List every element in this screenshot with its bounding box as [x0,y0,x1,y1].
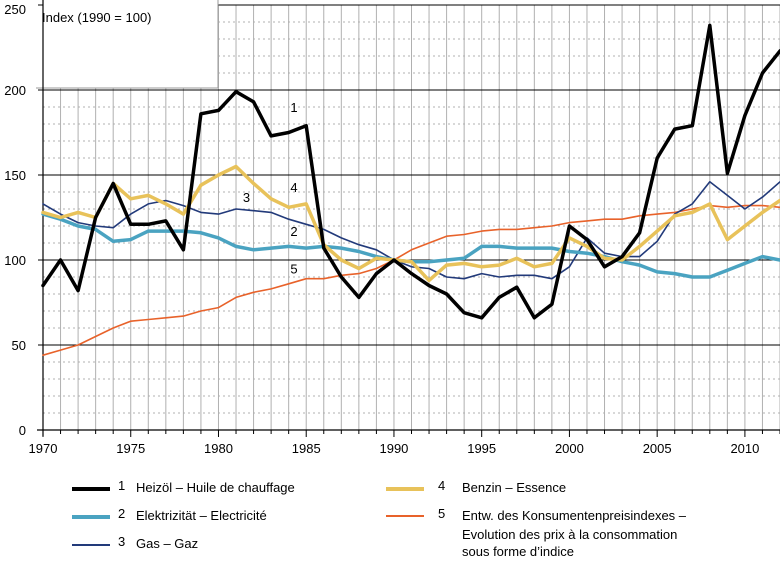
series-label-2: 2 [290,224,297,239]
legend-label-heizoel: Heizöl – Huile de chauffage [136,480,295,495]
series-line-4 [41,164,780,283]
index-note-background [36,0,218,88]
series-label-3: 3 [243,190,250,205]
x-tick-label: 1995 [467,441,496,456]
index-note-box: Index (1990 = 100) [36,0,219,89]
y-tick-label: 0 [19,423,26,438]
line-labels: 1 2 3 4 5 [243,100,298,277]
legend-swatch-elektrizitaet [72,515,110,519]
y-tick-label: 250 [4,2,26,17]
legend-label-elektrizitaet: Elektrizität – Electricité [136,508,267,523]
legend-swatch-benzin [386,487,424,491]
legend-label-benzin: Benzin – Essence [462,480,567,495]
y-tick-label: 150 [4,168,26,183]
legend-label-konsumentenpreis-line1: Entw. des Konsumentenpreisindexes – [462,508,687,523]
series-line-1 [41,23,780,320]
x-tick-label: 1985 [292,441,321,456]
y-tick-label: 200 [4,83,26,98]
series-line-3 [42,181,780,280]
legend-number-2: 2 [118,506,126,521]
legend-number-1: 1 [118,478,126,493]
x-tick-label: 2000 [555,441,584,456]
legend-number-5: 5 [438,506,446,521]
legend-label-gas: Gas – Gaz [136,536,199,551]
legend-swatch-heizoel [72,487,110,491]
series-label-1: 1 [290,100,297,115]
x-tick-label: 2005 [643,441,672,456]
y-tick-label: 50 [12,338,26,353]
series-label-4: 4 [290,180,297,195]
line-chart: Index (1990 = 100) 0 50 100 150 200 250 1970 19… [4,0,780,456]
legend-number-3: 3 [118,534,126,549]
legend-swatch-gas [72,544,110,546]
series-lines [41,23,780,357]
legend: 1 Heizöl – Huile de chauffage 2 Elektriz… [0,470,780,559]
axes: 0 50 100 150 200 250 1970 1975 1980 1985 1990 1995 2… [4,0,780,456]
x-tick-label: 1970 [29,441,58,456]
series-line-5 [42,204,780,357]
x-tick-label: 1975 [116,441,145,456]
x-tick-label: 2010 [730,441,759,456]
legend-number-4: 4 [438,478,446,493]
index-note-text: Index (1990 = 100) [42,10,152,25]
x-tick-label: 1980 [204,441,233,456]
y-tick-label: 100 [4,253,26,268]
legend-label-konsumentenpreis-line2: Evolution des prix à la consommation [462,527,678,542]
x-tick-label: 1990 [379,441,408,456]
series-label-5: 5 [290,262,297,277]
legend-swatch-konsumentenpreis [386,515,424,517]
legend-label-konsumentenpreis-line3: sous forme d’indice [462,544,574,559]
